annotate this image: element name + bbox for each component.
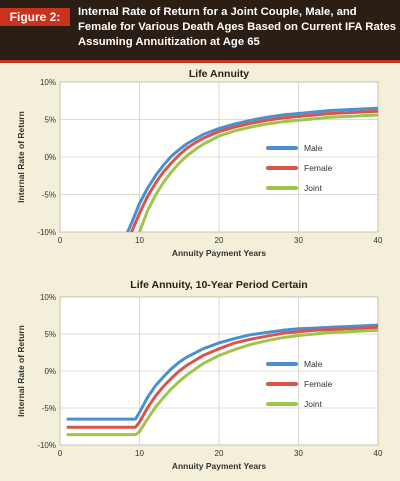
y-tick-label: 10% — [40, 293, 56, 302]
x-tick-label: 40 — [374, 449, 383, 458]
chart-title: Life Annuity — [189, 68, 249, 80]
gridlines — [60, 82, 378, 232]
x-tick-label: 0 — [58, 449, 63, 458]
legend-label-female: Female — [304, 379, 333, 389]
y-tick-label: 5% — [44, 116, 56, 125]
series-line-male — [126, 106, 378, 232]
figure-title: Internal Rate of Return for a Joint Coup… — [78, 5, 396, 50]
figure-title-line: Internal Rate of Return for a Joint Coup… — [78, 6, 357, 18]
x-tick-label: 20 — [215, 449, 224, 458]
chart-life-annuity-10yr-certain: Life Annuity, 10-Year Period Certain -10%… — [16, 279, 383, 471]
figure-title-line: Female for Various Death Ages Based on C… — [78, 21, 397, 33]
y-axis-label: Internal Rate of Return — [16, 325, 26, 417]
header-accent-rule — [0, 60, 400, 63]
x-tick-label: 10 — [135, 449, 144, 458]
series-line-female — [66, 325, 378, 429]
y-tick-label: 0% — [44, 367, 56, 376]
series-line-joint — [138, 113, 378, 232]
x-tick-label: 40 — [374, 236, 383, 245]
x-tick-label: 10 — [135, 236, 144, 245]
x-tick-label: 0 — [58, 236, 63, 245]
x-axis-label: Annuity Payment Years — [172, 461, 267, 471]
series-line-female — [130, 109, 378, 232]
series-line-male — [66, 323, 378, 421]
legend-label-female: Female — [304, 163, 333, 173]
y-tick-label: -10% — [37, 441, 56, 450]
legend-label-male: Male — [304, 143, 323, 153]
figure-label: Figure 2: — [0, 8, 70, 26]
legend-label-joint: Joint — [304, 399, 323, 409]
y-tick-label: -5% — [42, 191, 56, 200]
legend-label-male: Male — [304, 359, 323, 369]
figure-header: Figure 2: Internal Rate of Return for a … — [0, 0, 400, 60]
x-tick-label: 30 — [294, 449, 303, 458]
y-tick-label: 5% — [44, 330, 56, 339]
y-tick-label: -10% — [37, 228, 56, 237]
chart-title: Life Annuity, 10-Year Period Certain — [130, 279, 307, 291]
y-tick-label: 10% — [40, 78, 56, 87]
x-tick-label: 20 — [215, 236, 224, 245]
figure-title-line: Assuming Annuitization at Age 65 — [78, 36, 260, 48]
legend-label-joint: Joint — [304, 183, 323, 193]
legend: Male Female Joint — [266, 359, 333, 409]
y-axis-label: Internal Rate of Return — [16, 111, 26, 203]
series-line-joint — [66, 328, 378, 437]
legend: Male Female Joint — [266, 143, 333, 193]
chart-life-annuity: Life Annuity -10% -5% 0% 5% 10% 0 10 20 30 40 Annui… — [16, 68, 383, 258]
y-tick-label: -5% — [42, 404, 56, 413]
x-tick-label: 30 — [294, 236, 303, 245]
y-tick-label: 0% — [44, 153, 56, 162]
x-axis-label: Annuity Payment Years — [172, 248, 267, 258]
